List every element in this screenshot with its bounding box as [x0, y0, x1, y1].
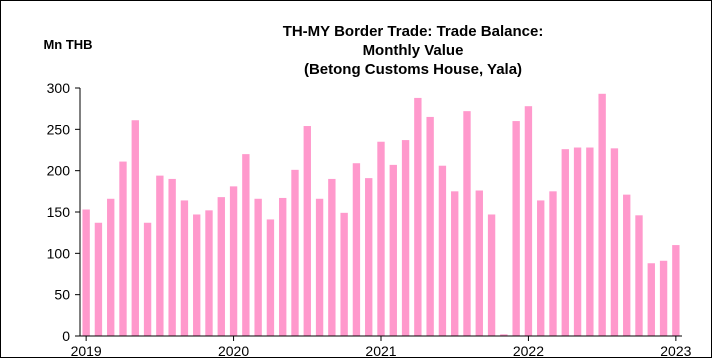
bar-2019-04: [119, 161, 127, 336]
bar-2020-09: [328, 178, 336, 336]
bar-2020-02: [242, 154, 250, 336]
bar-2022-05: [573, 147, 582, 336]
y-tick-label: 200: [47, 163, 71, 179]
bar-2021-07: [451, 191, 459, 336]
bar-2019-07: [156, 175, 164, 336]
y-tick-label: 300: [47, 80, 71, 96]
y-tick-label: 0: [62, 328, 70, 344]
bar-2021-05: [426, 116, 434, 337]
x-tick-label: 2021: [365, 343, 396, 357]
bar-2019-01: [82, 209, 90, 336]
bar-2022-04: [561, 149, 569, 336]
bar-2021-06: [438, 165, 447, 336]
bar-2021-12: [512, 121, 520, 336]
bar-2020-03: [254, 198, 262, 336]
x-tick-label: 2022: [513, 343, 544, 357]
chart-title-line-1: TH-MY Border Trade: Trade Balance:: [283, 23, 544, 40]
bar-2023-01: [672, 245, 680, 336]
bar-2022-11: [647, 263, 655, 336]
bar-2019-08: [168, 178, 176, 336]
bar-2019-05: [131, 120, 139, 337]
y-tick-label: 250: [47, 121, 71, 137]
bar-2022-03: [549, 191, 557, 336]
bar-2020-10: [340, 212, 348, 336]
bar-2022-02: [537, 200, 545, 336]
bar-2019-06: [143, 222, 152, 336]
x-tick-label: 2020: [218, 343, 249, 357]
bar-2021-02: [389, 164, 397, 336]
bar-2020-06: [291, 169, 299, 336]
bar-2020-05: [279, 197, 287, 336]
bars-group: [82, 93, 680, 337]
bar-2019-10: [193, 214, 201, 336]
bar-2020-01: [229, 186, 238, 336]
bar-2022-06: [586, 147, 594, 336]
y-tick-label: 150: [47, 204, 71, 220]
bar-2019-11: [205, 210, 213, 336]
bar-2022-01: [524, 106, 533, 336]
bar-2021-04: [414, 97, 422, 336]
y-tick-label: 50: [54, 287, 70, 303]
y-unit-label: Mn THB: [43, 37, 92, 52]
bar-2021-10: [487, 214, 496, 336]
bar-2022-09: [623, 194, 631, 336]
bar-2019-02: [94, 222, 103, 336]
bar-2020-11: [352, 163, 361, 336]
chart-title-line-2: Monthly Value: [363, 42, 464, 59]
bar-2020-07: [303, 126, 311, 336]
bar-2020-12: [365, 178, 373, 336]
bar-2019-03: [107, 198, 115, 336]
bar-2021-08: [463, 111, 471, 337]
chart-title-line-3: (Betong Customs House, Yala): [304, 61, 522, 78]
bar-2019-09: [180, 200, 189, 336]
bar-2021-11: [500, 334, 508, 336]
bar-2019-12: [217, 197, 225, 336]
x-tick-label: 2019: [71, 343, 102, 357]
y-ticks-group: 0 50 100 150 200 250 300: [47, 80, 80, 344]
bar-2021-03: [401, 140, 410, 336]
y-tick-label: 100: [47, 245, 71, 261]
bar-2020-04: [266, 219, 275, 336]
bar-2021-09: [475, 190, 483, 336]
bar-2020-08: [315, 198, 324, 336]
x-ticks-group: 2019 2020 2021 2022 2023: [71, 336, 692, 357]
bar-2022-08: [610, 148, 619, 336]
bar-2022-10: [635, 215, 643, 336]
bar-2022-07: [598, 93, 606, 336]
x-tick-label: 2023: [660, 343, 691, 357]
bar-2021-01: [377, 141, 385, 336]
bar-2022-12: [659, 260, 668, 336]
